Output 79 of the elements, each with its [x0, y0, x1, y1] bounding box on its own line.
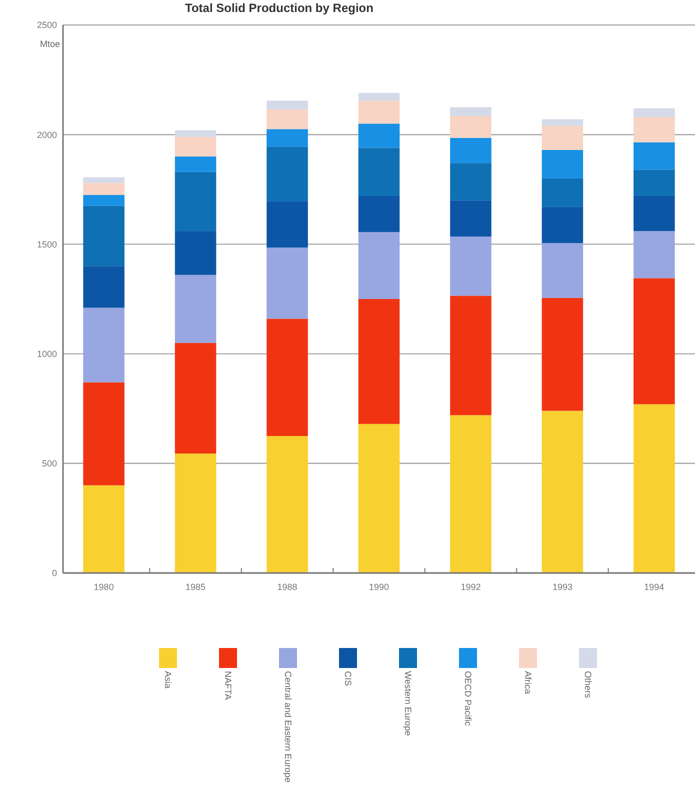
x-tick-label: 1994	[644, 582, 664, 592]
bar	[450, 296, 492, 416]
legend-label: Western Europe	[403, 671, 413, 736]
bar	[174, 130, 216, 137]
bar	[542, 410, 584, 573]
bar	[542, 206, 584, 244]
bar	[450, 138, 492, 164]
bar	[358, 232, 400, 299]
bar	[358, 92, 400, 101]
legend-label: OECD Pacific	[463, 671, 473, 727]
bar	[83, 308, 124, 382]
bar	[266, 318, 308, 436]
bar	[450, 200, 492, 237]
bar	[174, 231, 216, 275]
y-tick-label: 2000	[36, 130, 57, 140]
x-tick-label: 1993	[552, 582, 572, 592]
bar	[83, 177, 124, 183]
bar	[634, 278, 675, 404]
bar	[266, 247, 308, 319]
bar	[542, 178, 584, 207]
bar	[83, 485, 124, 573]
bar	[83, 382, 124, 486]
legend-label: Africa	[523, 671, 533, 694]
bar	[174, 156, 216, 172]
bar	[542, 243, 584, 298]
bar	[542, 119, 584, 126]
bar	[634, 142, 675, 170]
bar	[266, 146, 308, 202]
bar	[634, 170, 675, 196]
legend-label: Others	[583, 671, 593, 699]
bar	[634, 117, 675, 142]
y-axis-title: Mtoe	[40, 39, 60, 49]
bar	[266, 129, 308, 147]
bar	[83, 206, 124, 266]
x-tick-label: 1980	[94, 582, 114, 592]
bar	[450, 415, 492, 573]
y-tick-label: 500	[42, 458, 57, 469]
bar	[450, 107, 492, 116]
bar	[358, 299, 400, 424]
chart-title: Total Solid Production by Region	[185, 1, 374, 15]
y-tick-label: 1000	[36, 348, 57, 359]
bar	[542, 150, 584, 178]
bar	[174, 172, 216, 232]
x-tick-label: 1990	[368, 582, 390, 592]
bar	[358, 124, 400, 148]
bar	[542, 126, 584, 150]
x-tick-label: 1985	[186, 582, 206, 592]
bar	[83, 182, 124, 195]
bar	[266, 109, 308, 130]
bar	[174, 454, 216, 573]
bar	[174, 136, 216, 157]
bar	[83, 194, 124, 206]
bar	[83, 266, 124, 308]
bar	[358, 196, 400, 232]
bar	[266, 201, 308, 248]
bar	[542, 298, 584, 411]
bar	[266, 100, 308, 110]
bar	[450, 116, 492, 138]
bar	[174, 274, 216, 343]
bar	[450, 163, 492, 200]
legend-label: NAFTA	[223, 671, 233, 700]
legend-label: CIS	[343, 671, 353, 686]
legend-label: Central and Eastern Europe	[283, 671, 293, 783]
bar	[634, 404, 675, 573]
bar	[634, 196, 675, 232]
legend-label: Asia	[163, 671, 173, 689]
bar	[358, 100, 400, 124]
x-tick-label: 1988	[277, 582, 298, 592]
bar	[266, 436, 308, 573]
y-tick-label: 1500	[36, 239, 57, 250]
bar	[450, 236, 492, 296]
y-tick-label: 2500	[36, 20, 57, 30]
bar	[634, 231, 675, 278]
bar	[634, 108, 675, 118]
bar	[358, 424, 400, 573]
bar	[174, 342, 216, 454]
bar	[358, 148, 400, 196]
y-tick-label: 0	[52, 568, 57, 578]
x-tick-label: 1992	[460, 582, 481, 592]
